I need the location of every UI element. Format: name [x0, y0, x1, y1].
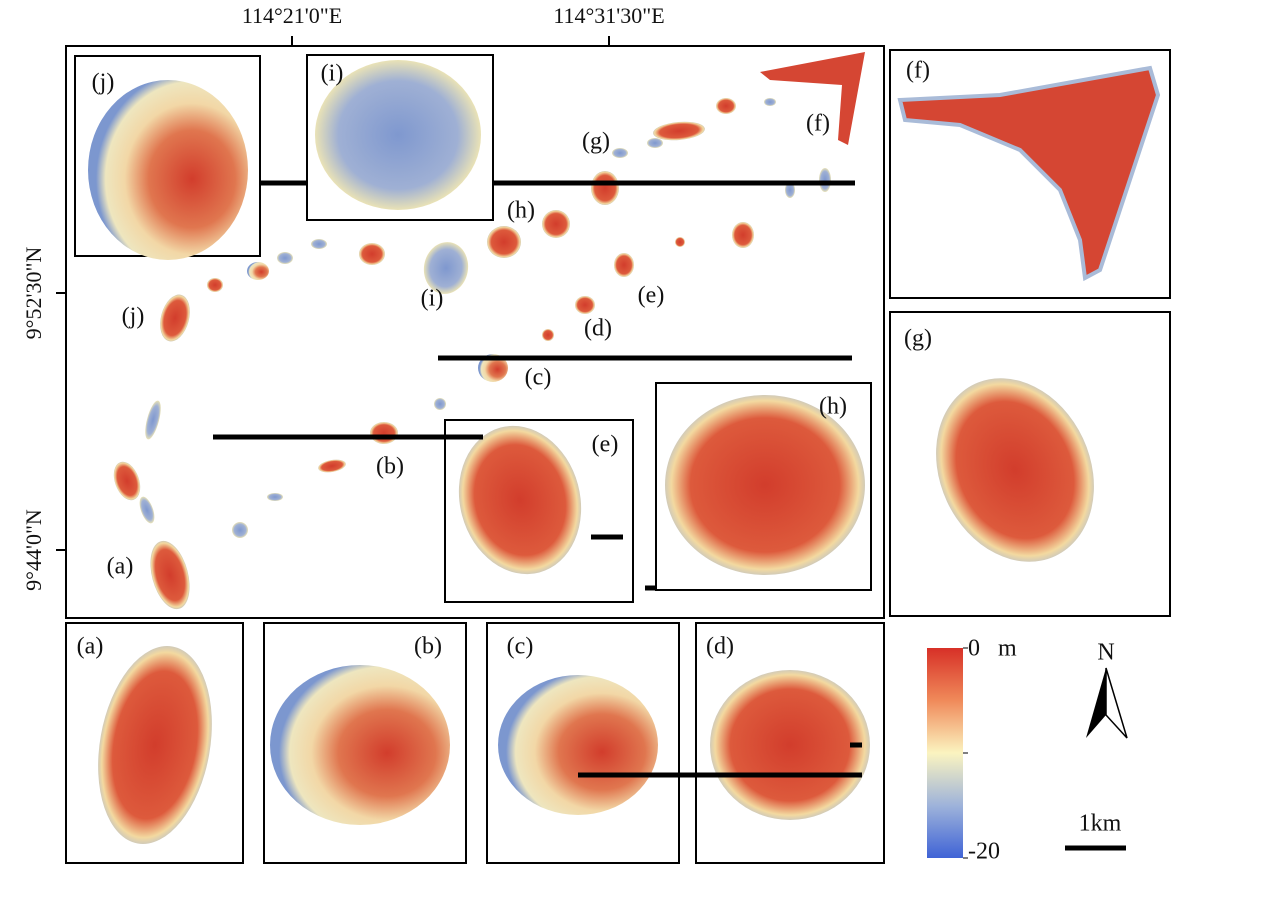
- reef: [612, 148, 628, 158]
- inset-label: (a): [77, 634, 104, 660]
- reef: [478, 354, 508, 382]
- reef: [665, 395, 865, 575]
- reef: [542, 210, 570, 238]
- north-arrow: [1086, 668, 1106, 738]
- map-label: (d): [584, 316, 612, 342]
- coord-label: 114°21'0"E: [242, 3, 342, 28]
- reef: [145, 400, 161, 440]
- reef: [819, 168, 831, 192]
- reef: [487, 226, 521, 258]
- reef: [710, 670, 870, 820]
- reef: [370, 422, 398, 444]
- map-label: (b): [376, 454, 404, 480]
- north-label: N: [1097, 640, 1114, 666]
- map-label: (g): [582, 129, 610, 155]
- inset-label: (e): [592, 432, 619, 458]
- reef: [207, 278, 223, 292]
- reef: [318, 459, 346, 473]
- reef: [458, 425, 582, 575]
- reef: [277, 252, 293, 264]
- reef: [270, 665, 450, 825]
- reef: [542, 329, 554, 341]
- inset-label: (h): [819, 394, 847, 420]
- map-label: (a): [107, 554, 134, 580]
- reef: [150, 540, 190, 610]
- reef: [716, 98, 736, 114]
- reef: [434, 398, 446, 410]
- reef: [88, 80, 248, 260]
- legend-min: -20: [968, 839, 1000, 865]
- inset-label: (f): [906, 58, 930, 84]
- map-label: (j): [122, 304, 145, 330]
- reef: [311, 239, 327, 249]
- color-bar: [927, 648, 963, 858]
- reef: [98, 646, 212, 844]
- map-label: (h): [507, 198, 535, 224]
- legend-unit: m: [998, 636, 1017, 662]
- reef: [575, 296, 595, 314]
- reef: [760, 52, 865, 145]
- reef: [359, 243, 385, 265]
- inset-label: (b): [414, 634, 442, 660]
- reef: [247, 262, 269, 280]
- coord-label: 9°44'0"N: [21, 509, 46, 591]
- reef: [764, 98, 776, 106]
- coord-label: 114°31'30"E: [553, 3, 664, 28]
- scale-label: 1km: [1079, 811, 1122, 837]
- reef: [897, 65, 1161, 282]
- north-arrow: [1105, 667, 1128, 739]
- inset-label: (j): [92, 70, 115, 96]
- map-label: (e): [638, 283, 665, 309]
- reef: [160, 294, 190, 342]
- main-frame: [65, 45, 885, 619]
- map-label: (i): [421, 286, 444, 312]
- reef: [423, 242, 469, 294]
- reef: [232, 522, 248, 538]
- reef: [591, 171, 619, 205]
- reef: [267, 493, 283, 501]
- reef: [936, 378, 1094, 562]
- reef: [139, 496, 155, 524]
- legend-max: 0: [968, 636, 980, 662]
- reef: [675, 237, 685, 247]
- reef-shapes: [113, 52, 865, 610]
- reef: [498, 675, 658, 815]
- map-label: (c): [525, 365, 552, 391]
- reef: [614, 253, 634, 277]
- map-label: (f): [806, 111, 830, 137]
- inset-label: (c): [507, 634, 534, 660]
- inset-label: (d): [706, 634, 734, 660]
- inset-label: (i): [321, 61, 344, 87]
- reef: [113, 461, 141, 501]
- reef: [647, 138, 663, 148]
- reef: [785, 182, 795, 198]
- reef: [732, 222, 754, 248]
- inset-label: (g): [904, 326, 932, 352]
- reef: [315, 60, 481, 210]
- coord-label: 9°52'30"N: [21, 247, 46, 340]
- reef: [653, 121, 705, 141]
